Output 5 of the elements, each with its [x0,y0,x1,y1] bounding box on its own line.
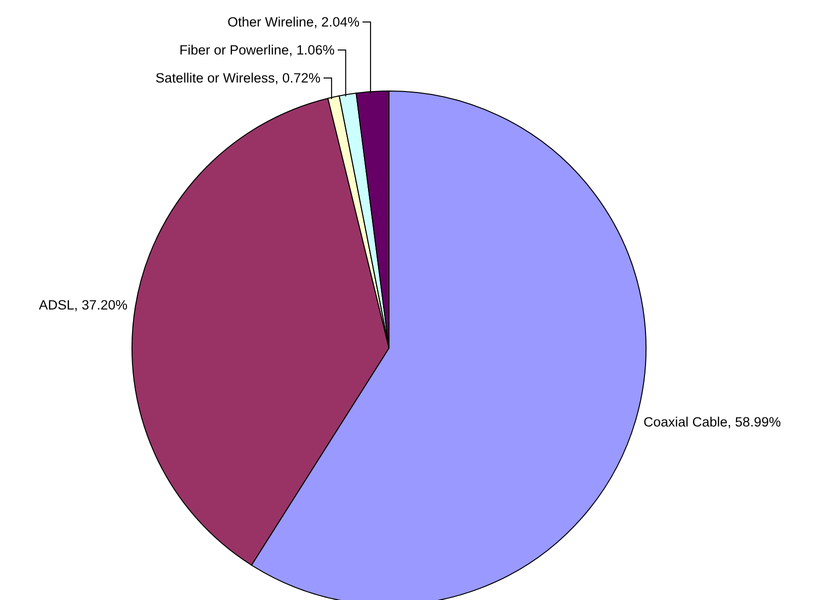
slice-label: Other Wireline, 2.04% [227,14,360,30]
slice-label: Satellite or Wireless, 0.72% [155,70,321,86]
slice-label: Fiber or Powerline, 1.06% [179,42,335,58]
slice-label: Coaxial Cable, 58.99% [644,414,781,430]
slice-label: ADSL, 37.20% [38,298,128,313]
